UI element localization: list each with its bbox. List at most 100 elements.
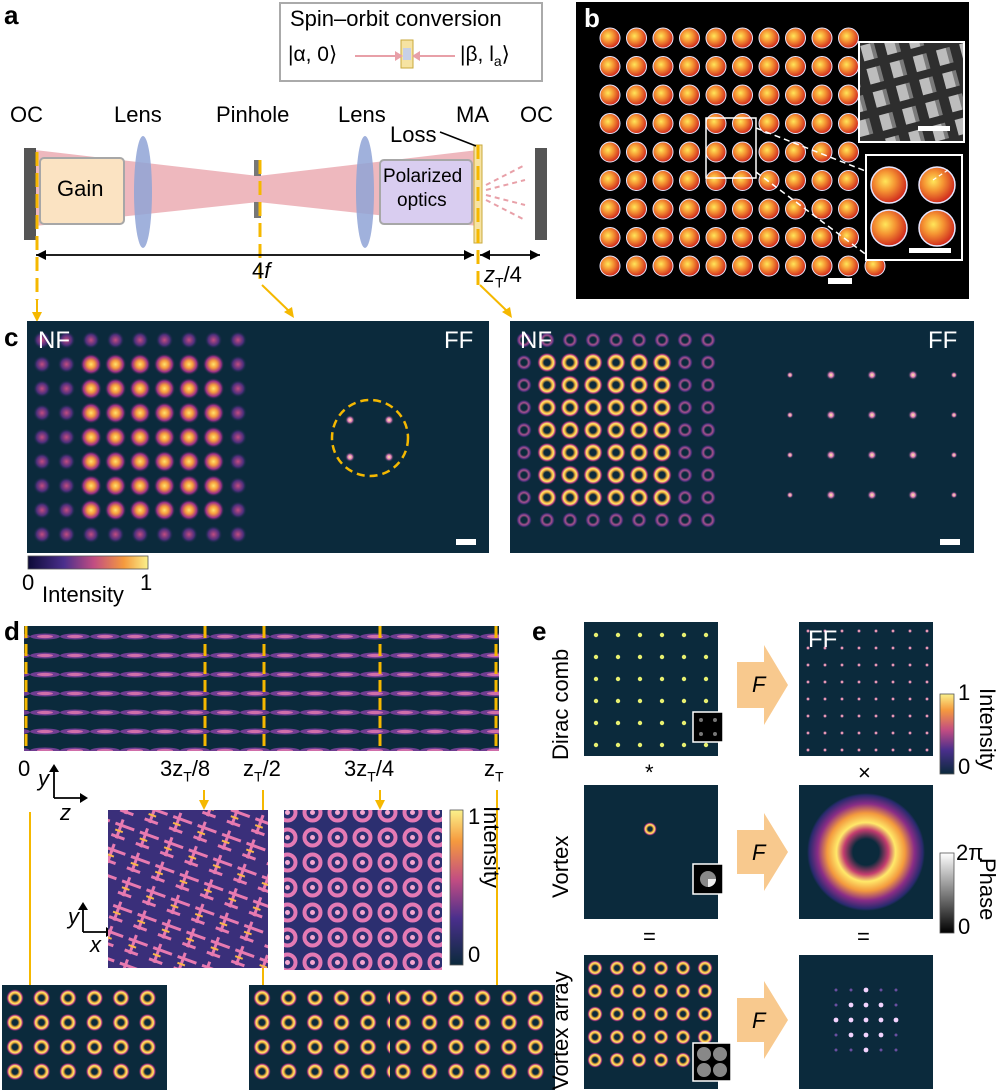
panel-e-label: e bbox=[532, 616, 547, 646]
ff-spot bbox=[950, 411, 958, 419]
metasurface-disk bbox=[705, 227, 727, 248]
metasurface-disk bbox=[785, 113, 806, 134]
metasurface-disk bbox=[811, 198, 833, 220]
e-phase-label: Phase bbox=[975, 858, 1000, 921]
nf-vortex-ring bbox=[537, 442, 557, 463]
talbot-vortex-ring bbox=[138, 989, 157, 1007]
metasurface-element-inner bbox=[403, 48, 411, 60]
talbot-vortex-ring bbox=[473, 1038, 492, 1056]
nf-spot bbox=[129, 401, 151, 424]
dirac-dot bbox=[637, 742, 643, 748]
dirac-dot bbox=[703, 742, 709, 748]
nf-spot bbox=[178, 401, 200, 424]
talbot-vortex-ring bbox=[6, 1062, 24, 1081]
nf-vortex-ring bbox=[652, 442, 672, 463]
nf-vortex-ring bbox=[700, 489, 716, 506]
vortex-array-ff-dot bbox=[863, 1047, 869, 1053]
yx-axes bbox=[82, 910, 106, 933]
nf-vortex-ring bbox=[652, 465, 672, 485]
nf-vortex-ring bbox=[560, 442, 580, 463]
nf-spot bbox=[104, 474, 127, 497]
nf-spot bbox=[229, 501, 247, 520]
length-4f-label: 4f bbox=[252, 258, 271, 283]
ff-spot bbox=[867, 450, 877, 460]
nf-vortex-ring bbox=[608, 512, 624, 528]
dirac-dot bbox=[703, 676, 709, 682]
metasurface-disk bbox=[705, 198, 727, 220]
c-right-scale-bar bbox=[940, 539, 960, 545]
metasurface-disk bbox=[811, 27, 833, 49]
talbot-vortex-ring bbox=[447, 1062, 465, 1081]
metasurface-disk bbox=[599, 113, 621, 134]
metasurface-disk bbox=[758, 56, 780, 77]
d-colorbar bbox=[449, 809, 464, 966]
nf-vortex-ring bbox=[560, 397, 580, 418]
vortex-array-ring bbox=[653, 983, 669, 999]
nf-vortex-ring bbox=[516, 467, 532, 483]
e-intensity-min: 0 bbox=[958, 754, 971, 779]
dirac-ff-dot bbox=[890, 713, 896, 719]
vortex-array-ff-dot bbox=[834, 988, 838, 992]
vortex-array-ff-dots bbox=[833, 987, 899, 1053]
nf-spot bbox=[104, 377, 127, 400]
nf-spot bbox=[202, 426, 225, 449]
c-ff-label: FF bbox=[444, 327, 474, 354]
fourier-label-3: F bbox=[752, 1008, 766, 1033]
c-nf-label: NF bbox=[38, 327, 70, 354]
metasurface-disk bbox=[758, 255, 780, 277]
metasurface-disk bbox=[705, 113, 727, 134]
nf-spot bbox=[33, 476, 51, 495]
vortex-ff-ring bbox=[807, 793, 925, 911]
reflected-beams bbox=[485, 164, 526, 221]
talbot-vortex-ring bbox=[306, 1062, 324, 1081]
dirac-ff-dot bbox=[839, 679, 845, 685]
nf-spot bbox=[155, 331, 174, 349]
talbot-vortex-ring bbox=[420, 989, 439, 1007]
dirac-ff-dot bbox=[839, 662, 845, 668]
vortex-array-ff-dot bbox=[848, 1032, 854, 1038]
pinhole-label: Pinhole bbox=[216, 102, 290, 127]
dirac-ff-dot bbox=[822, 696, 828, 702]
nf-spot bbox=[33, 501, 51, 520]
nf-vortex-ring bbox=[652, 352, 672, 373]
talbot-vortex-ring bbox=[253, 1013, 271, 1032]
ff-spot bbox=[826, 450, 836, 460]
metasurface-disk bbox=[679, 27, 700, 49]
dirac-ff-dot bbox=[890, 747, 896, 753]
nf-vortex-ring bbox=[629, 352, 649, 373]
nf-spot bbox=[33, 452, 51, 471]
d-axis-x: x bbox=[90, 932, 101, 957]
talbot-vortex-ring bbox=[32, 1062, 51, 1081]
nf-vortex-ring bbox=[652, 487, 672, 508]
dirac-ff-dot bbox=[856, 730, 862, 736]
dirac-phase-inset bbox=[692, 711, 724, 743]
metasurface-disk bbox=[732, 27, 753, 49]
talbot-vortex-ring bbox=[306, 1038, 324, 1056]
vortex-array-ring bbox=[653, 1052, 669, 1068]
vortex-array-ring bbox=[675, 983, 691, 999]
e-row3-label: Vortex array bbox=[548, 971, 573, 1090]
c-left-spots bbox=[33, 331, 247, 544]
nf-spot bbox=[229, 403, 247, 422]
metasurface-disk bbox=[705, 141, 727, 163]
nf-vortex-ring bbox=[606, 442, 626, 463]
metasurface-disk bbox=[838, 56, 859, 77]
metasurface-disk bbox=[758, 27, 780, 49]
nf-vortex-ring bbox=[654, 332, 670, 348]
dirac-dot bbox=[637, 720, 643, 726]
talbot-vortex-ring bbox=[359, 1013, 377, 1032]
nf-spot bbox=[202, 353, 225, 376]
nf-vortex-ring bbox=[537, 397, 557, 418]
nf-vortex-ring bbox=[516, 422, 532, 438]
dirac-ff-dot bbox=[856, 662, 862, 668]
vortex-array-ring bbox=[675, 1029, 691, 1045]
vortex-image bbox=[584, 785, 718, 919]
nf-vortex-ring bbox=[700, 422, 716, 438]
nf-spot bbox=[80, 401, 102, 424]
nf-spot bbox=[57, 379, 76, 398]
d-colorbar-min: 0 bbox=[468, 942, 481, 967]
metasurface-disk bbox=[732, 84, 753, 106]
nf-spot bbox=[57, 452, 76, 471]
metasurface-disk bbox=[811, 113, 833, 134]
panel-a-laser-schematic bbox=[24, 2, 547, 322]
